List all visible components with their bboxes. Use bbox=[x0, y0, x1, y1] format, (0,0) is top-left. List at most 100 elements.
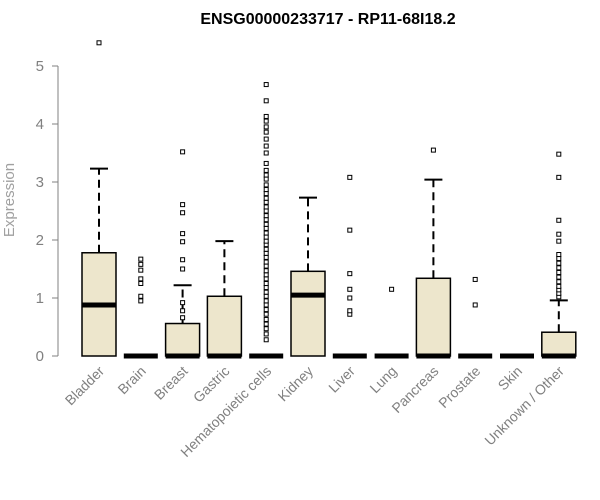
outlier-point bbox=[556, 279, 562, 285]
outlier-point bbox=[263, 176, 269, 182]
outlier-point bbox=[263, 217, 269, 223]
outlier-point bbox=[263, 254, 269, 260]
outlier-point bbox=[263, 272, 269, 278]
box-hematopoietic-cells bbox=[249, 82, 284, 359]
iqr-box bbox=[206, 295, 243, 357]
outlier-point bbox=[263, 298, 269, 304]
outlier-point bbox=[556, 265, 562, 271]
y-tick-label: 5 bbox=[36, 58, 44, 75]
outlier-point bbox=[263, 82, 269, 88]
box-bladder bbox=[81, 40, 117, 357]
outlier-point bbox=[96, 40, 102, 46]
iqr-box bbox=[290, 270, 326, 357]
outlier-point bbox=[263, 118, 269, 124]
x-category-label: Unknown / Other bbox=[481, 363, 567, 449]
outlier-point bbox=[347, 295, 353, 301]
box-pancreas bbox=[415, 147, 452, 359]
outlier-point bbox=[263, 316, 269, 322]
box-lung bbox=[374, 286, 409, 359]
box-breast bbox=[164, 149, 201, 359]
outlier-point bbox=[556, 238, 562, 244]
outlier-point bbox=[138, 276, 144, 282]
outlier-point bbox=[347, 227, 353, 233]
y-axis: 0 1 2 3 4 5 bbox=[36, 58, 59, 365]
outlier-point bbox=[263, 195, 269, 201]
outlier-point bbox=[347, 308, 353, 314]
outlier-point bbox=[263, 225, 269, 231]
outlier-point bbox=[263, 311, 269, 317]
outlier-point bbox=[263, 259, 269, 265]
y-tick-label: 0 bbox=[36, 348, 44, 365]
outlier-point bbox=[263, 250, 269, 256]
outlier-point bbox=[472, 302, 478, 308]
outlier-point bbox=[389, 286, 395, 292]
outlier-point bbox=[263, 213, 269, 219]
x-category-label: Brain bbox=[114, 363, 148, 397]
outlier-point bbox=[556, 274, 562, 280]
outlier-point bbox=[556, 252, 562, 257]
outlier-point bbox=[263, 293, 269, 299]
outlier-point bbox=[263, 143, 269, 149]
outlier-point bbox=[180, 231, 186, 237]
outlier-point bbox=[556, 269, 562, 275]
x-category-label: Lung bbox=[366, 363, 399, 396]
outlier-point bbox=[556, 174, 562, 180]
outlier-point bbox=[263, 289, 269, 295]
outlier-point bbox=[263, 98, 269, 104]
iqr-box bbox=[164, 322, 201, 357]
outlier-point bbox=[263, 187, 269, 193]
y-tick-label: 3 bbox=[36, 174, 44, 191]
outlier-point bbox=[263, 136, 269, 142]
iqr-box bbox=[415, 277, 452, 357]
outlier-point bbox=[556, 260, 562, 266]
outlier-point bbox=[263, 307, 269, 313]
chart-title: ENSG00000233717 - RP11-68I18.2 bbox=[200, 11, 455, 28]
outlier-point bbox=[180, 266, 186, 272]
outlier-point bbox=[263, 263, 269, 269]
outlier-point bbox=[263, 113, 269, 119]
outlier-point bbox=[180, 202, 186, 208]
outlier-point bbox=[556, 283, 562, 289]
outlier-point bbox=[180, 149, 186, 155]
x-category-label: Kidney bbox=[275, 363, 317, 405]
box-liver bbox=[332, 174, 367, 359]
outlier-point bbox=[430, 147, 436, 153]
outlier-point bbox=[180, 300, 186, 306]
x-category-label: Skin bbox=[495, 363, 526, 394]
box-brain bbox=[123, 256, 158, 359]
outlier-point bbox=[263, 150, 269, 156]
outlier-point bbox=[472, 276, 478, 282]
box-kidney bbox=[290, 196, 326, 357]
outlier-point bbox=[263, 321, 269, 327]
outlier-point bbox=[263, 160, 269, 166]
outlier-point bbox=[263, 285, 269, 291]
outlier-point bbox=[263, 302, 269, 308]
outlier-point bbox=[180, 210, 186, 216]
outlier-point bbox=[180, 315, 186, 321]
outlier-point bbox=[263, 331, 269, 337]
outlier-point bbox=[263, 204, 269, 210]
outlier-point bbox=[263, 246, 269, 252]
x-category-label: Breast bbox=[151, 363, 191, 403]
outlier-point bbox=[138, 261, 144, 267]
x-category-label: Liver bbox=[325, 363, 358, 396]
outlier-point bbox=[347, 271, 353, 277]
outlier-point bbox=[138, 267, 144, 273]
box-unknown-other bbox=[541, 151, 577, 359]
x-category-label: Prostate bbox=[435, 363, 483, 411]
outlier-point bbox=[180, 257, 186, 263]
box-prostate bbox=[458, 276, 493, 359]
y-axis-title: Expression bbox=[1, 163, 18, 237]
outlier-point bbox=[263, 191, 269, 197]
outlier-point bbox=[263, 221, 269, 227]
boxes-group bbox=[81, 40, 577, 359]
outlier-point bbox=[263, 172, 269, 178]
y-tick-label: 4 bbox=[36, 116, 44, 133]
outlier-point bbox=[347, 286, 353, 292]
outlier-point bbox=[263, 230, 269, 236]
outlier-point bbox=[263, 199, 269, 205]
outlier-point bbox=[263, 276, 269, 282]
outlier-point bbox=[263, 238, 269, 244]
